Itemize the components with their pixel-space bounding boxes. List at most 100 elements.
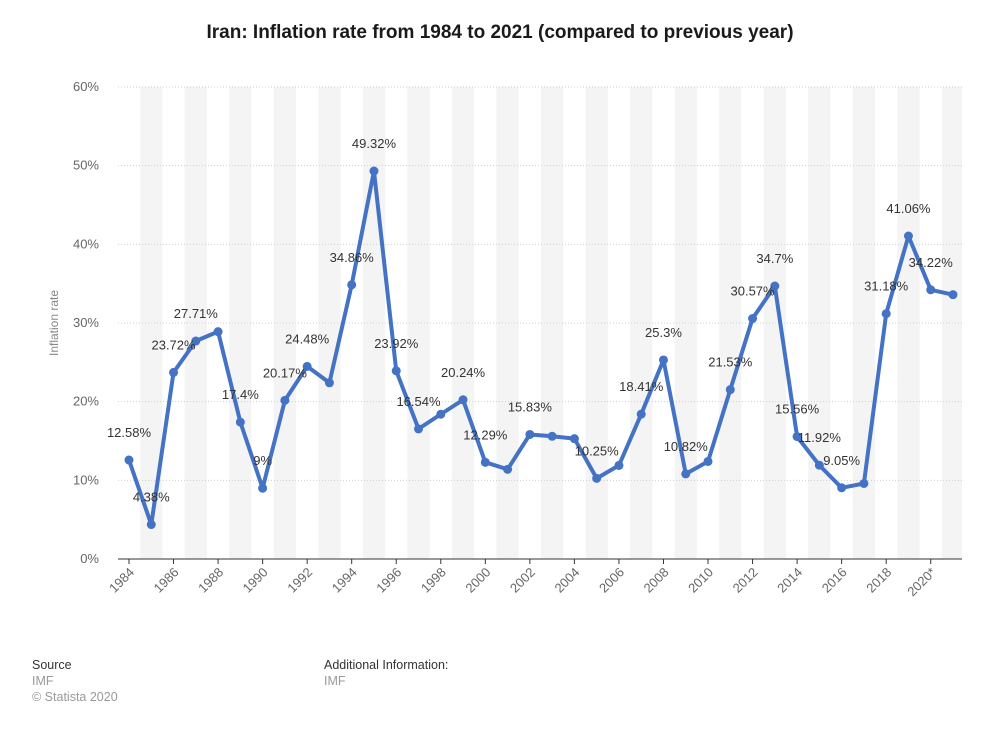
x-axis-ticks: 1984 1986 1988 1990 1992 1994 1996 1998 2000 2002… — [106, 565, 939, 600]
y-axis-label: Inflation rate — [47, 290, 61, 356]
data-label: 49.32% — [352, 136, 397, 151]
data-label: 9% — [253, 453, 272, 468]
x-tick-label: 2000 — [462, 565, 493, 596]
data-point — [592, 473, 602, 483]
data-point — [547, 431, 557, 441]
data-label: 15.83% — [508, 399, 553, 414]
x-tick-label: 2010 — [685, 565, 716, 596]
y-tick-label: 20% — [73, 394, 99, 409]
data-label: 11.92% — [798, 430, 842, 445]
data-point — [414, 424, 424, 434]
data-label: 4.38% — [133, 490, 170, 505]
data-point — [302, 361, 312, 371]
data-point — [748, 314, 758, 324]
data-point — [926, 285, 936, 295]
additional-info-value[interactable]: IMF — [324, 674, 346, 688]
x-tick-label: 2002 — [507, 565, 538, 596]
x-tick-label: 2004 — [551, 565, 582, 596]
series-points — [124, 166, 958, 530]
data-point — [814, 460, 824, 470]
data-point — [324, 378, 334, 388]
gridlines — [118, 86, 962, 564]
x-tick-label: 1986 — [151, 565, 182, 596]
data-label: 34.86% — [330, 250, 375, 265]
data-point — [436, 409, 446, 419]
series-line-path — [127, 169, 955, 527]
x-tick-label: 1992 — [284, 565, 315, 596]
data-point — [792, 432, 802, 442]
data-label: 41.06% — [886, 201, 931, 216]
data-point — [280, 395, 290, 405]
source-block: Source IMF © Statista 2020 — [32, 657, 118, 705]
series-line — [127, 169, 955, 527]
data-label: 10.82% — [664, 439, 709, 454]
data-label: 21.53% — [708, 355, 753, 370]
additional-info-block: Additional Information: IMF — [324, 657, 448, 689]
y-tick-label: 50% — [73, 158, 99, 173]
data-label: 23.92% — [374, 336, 419, 351]
band — [630, 87, 653, 559]
source-heading: Source — [32, 658, 72, 672]
data-label: 15.56% — [775, 402, 820, 417]
band — [184, 87, 207, 559]
data-point — [480, 457, 490, 467]
band — [318, 87, 341, 559]
y-tick-label: 40% — [73, 236, 99, 251]
data-label: 20.17% — [263, 365, 308, 380]
data-label: 12.58% — [107, 425, 152, 440]
data-label: 12.29% — [463, 427, 508, 442]
x-tick-label: 2006 — [596, 565, 627, 596]
data-point — [703, 456, 713, 466]
copyright[interactable]: © Statista 2020 — [32, 690, 118, 704]
data-point — [369, 166, 379, 176]
data-point — [725, 385, 735, 395]
band — [763, 87, 786, 559]
band — [897, 87, 920, 559]
band — [496, 87, 519, 559]
data-point — [770, 281, 780, 291]
x-tick-label: 2020* — [904, 565, 939, 600]
x-tick-label: 2016 — [819, 565, 850, 596]
data-point — [258, 483, 268, 493]
data-point — [235, 417, 245, 427]
line-chart: 0% 10% 20% 30% 40% 50% 60% 1984 1986 1988 1990 199… — [47, 79, 962, 600]
data-point — [191, 336, 201, 346]
band — [585, 87, 608, 559]
data-point — [458, 395, 468, 405]
data-point — [503, 464, 513, 474]
source-value[interactable]: IMF — [32, 674, 54, 688]
x-tick-label: 1998 — [418, 565, 449, 596]
band — [273, 87, 297, 559]
data-label: 23.72% — [151, 337, 196, 352]
data-label: 18.41% — [619, 379, 664, 394]
data-point — [169, 367, 179, 377]
data-point — [347, 280, 357, 290]
y-tick-label: 60% — [73, 79, 99, 94]
data-point — [681, 469, 691, 479]
data-label: 10.25% — [575, 443, 620, 458]
x-tick-label: 2018 — [863, 565, 894, 596]
data-point — [658, 355, 668, 365]
data-label: 16.54% — [396, 394, 441, 409]
data-point — [948, 290, 958, 300]
x-tick-label: 1990 — [240, 565, 271, 596]
data-label: 24.48% — [285, 331, 330, 346]
x-tick-label: 1994 — [329, 565, 360, 596]
data-label: 17.4% — [222, 387, 259, 402]
x-tick-label: 1988 — [195, 565, 226, 596]
data-point — [881, 309, 891, 319]
data-point — [614, 460, 624, 470]
x-tick-label: 1984 — [106, 565, 137, 596]
data-label: 34.7% — [756, 251, 793, 266]
x-tick-label: 2012 — [730, 565, 761, 596]
y-tick-label: 0% — [80, 551, 99, 566]
data-label: 25.3% — [645, 325, 682, 340]
additional-info-heading: Additional Information: — [324, 658, 449, 672]
data-point — [903, 231, 913, 241]
y-tick-label: 10% — [73, 472, 99, 487]
data-point — [213, 327, 223, 337]
data-point — [124, 455, 134, 465]
data-point — [569, 434, 579, 444]
band — [540, 87, 564, 559]
band — [941, 87, 962, 559]
